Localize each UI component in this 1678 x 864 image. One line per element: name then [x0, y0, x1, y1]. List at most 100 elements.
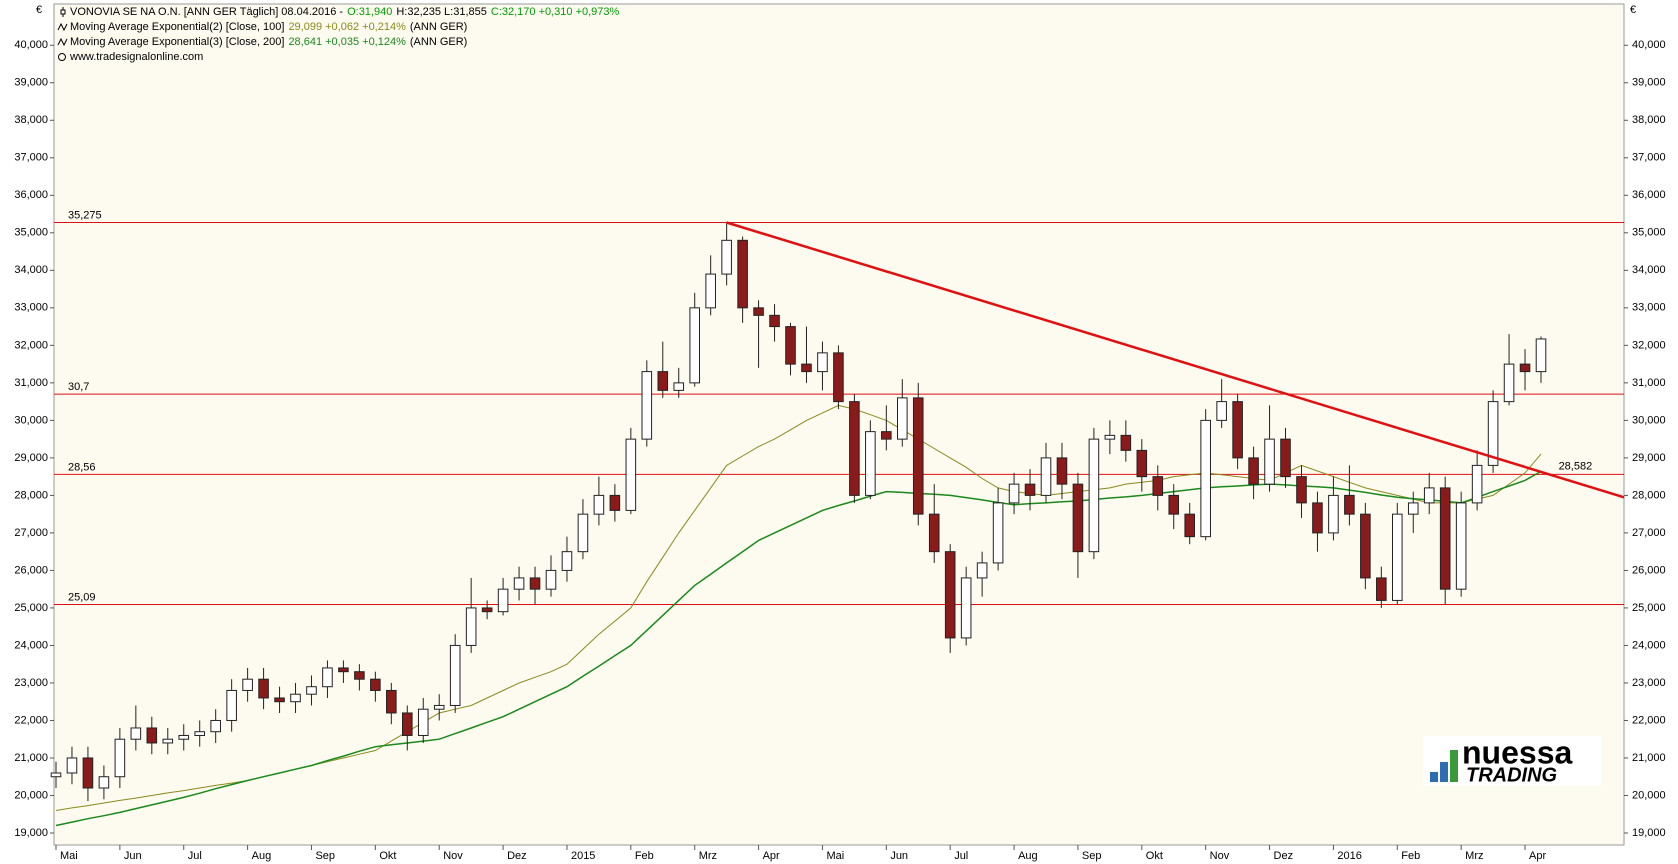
y-tick-label-right: 19,000	[1632, 827, 1666, 839]
candle-body	[433, 704, 445, 710]
candle-body	[178, 734, 190, 740]
candle-body	[1423, 487, 1435, 504]
candle-body	[897, 397, 908, 440]
candle-body	[545, 569, 557, 590]
x-tick-label: Jun	[124, 850, 142, 862]
header-line: VONOVIA SE NA O.N. [ANN GER Täglich] 08.…	[70, 6, 620, 18]
y-tick-label-right: 36,000	[1632, 189, 1666, 201]
y-tick-label-right: 40,000	[1632, 39, 1666, 51]
candle-body	[1248, 457, 1259, 485]
candle-body	[226, 689, 237, 721]
candle-body	[673, 382, 685, 391]
y-tick-label: 29,000	[14, 452, 48, 464]
currency-left: €	[36, 4, 42, 16]
candle-body	[82, 757, 94, 789]
candle-body	[194, 731, 206, 736]
x-tick-label: 2015	[571, 850, 595, 862]
x-tick-label: Sep	[1082, 850, 1102, 862]
candle-body	[146, 727, 158, 744]
y-tick-label-right: 30,000	[1632, 414, 1666, 426]
x-tick-label: Dez	[1274, 850, 1294, 862]
moving-average-line	[55, 470, 1542, 827]
x-tick-label: Okt	[1146, 850, 1163, 862]
source-label: www.tradesignalonline.com	[69, 51, 203, 63]
candle-body	[785, 326, 796, 365]
candle-body	[881, 431, 892, 440]
logo-bar	[1430, 772, 1438, 782]
y-tick-label-right: 27,000	[1632, 527, 1666, 539]
x-tick-label: Jul	[954, 850, 968, 862]
level-label: 25,09	[68, 591, 96, 603]
y-tick-label-right: 23,000	[1632, 677, 1666, 689]
level-label: 30,7	[68, 381, 89, 393]
candle-body	[769, 314, 780, 328]
candle-body	[1088, 438, 1100, 553]
candle-body	[976, 562, 988, 579]
x-tick-label: Feb	[635, 850, 654, 862]
legend-name: Moving Average Exponential(3) [Close, 20…	[70, 36, 284, 48]
candle-body	[417, 708, 429, 736]
quote: O:31,940	[347, 6, 392, 18]
y-tick-label: 38,000	[14, 114, 48, 126]
candle-body	[322, 667, 333, 688]
candle-body	[1487, 401, 1499, 466]
candle-body	[370, 678, 381, 691]
quote: H:32,235 L:31,855	[396, 6, 487, 18]
candle-body	[98, 776, 110, 789]
x-tick-label: Sep	[315, 850, 335, 862]
y-tick-label: 35,000	[14, 227, 48, 239]
candle-body	[1328, 494, 1339, 534]
x-tick-label: Jun	[890, 850, 908, 862]
x-tick-label: Okt	[379, 850, 396, 862]
candle-body	[753, 307, 764, 316]
candle-body	[1471, 464, 1483, 504]
logo-bar	[1440, 762, 1448, 782]
candle-body	[849, 401, 860, 496]
candle-body	[513, 577, 525, 590]
icon	[60, 9, 66, 15]
candle-body	[1535, 338, 1547, 373]
x-tick-label: Aug	[1018, 850, 1038, 862]
y-tick-label-right: 29,000	[1632, 452, 1666, 464]
candle-body	[66, 757, 78, 774]
candle-body	[912, 397, 924, 515]
candle-body	[274, 697, 285, 703]
candle-body	[338, 667, 349, 673]
icon	[57, 22, 68, 32]
candle-body	[833, 352, 844, 403]
x-tick-label: Mrz	[1465, 850, 1483, 862]
candle-body	[1503, 363, 1515, 403]
candle-body	[290, 693, 301, 703]
x-tick-label: Mai	[826, 850, 844, 862]
y-tick-label-right: 37,000	[1632, 152, 1666, 164]
y-tick-label: 33,000	[14, 302, 48, 314]
y-tick-label-right: 22,000	[1632, 714, 1666, 726]
candle-body	[689, 307, 701, 384]
y-tick-label-right: 35,000	[1632, 227, 1666, 239]
x-tick-label: 2016	[1337, 850, 1361, 862]
candle-body	[1392, 513, 1403, 601]
legend-entry: Moving Average Exponential(2) [Close, 10…	[70, 21, 467, 33]
y-tick-label: 27,000	[14, 527, 48, 539]
y-tick-label-right: 21,000	[1632, 752, 1666, 764]
candle-body	[258, 678, 269, 699]
candle-body	[705, 273, 716, 309]
x-tick-label: Mai	[60, 850, 78, 862]
trend-line	[726, 221, 1625, 499]
level-label: 28,56	[68, 461, 96, 473]
candle-body	[1232, 401, 1243, 459]
candle-body	[1008, 483, 1020, 504]
x-tick-label: Jul	[188, 850, 202, 862]
y-tick-label: 26,000	[14, 564, 48, 576]
y-tick-label: 34,000	[14, 264, 48, 276]
y-tick-label: 31,000	[14, 377, 48, 389]
y-tick-label: 24,000	[14, 639, 48, 651]
candle-body	[481, 607, 493, 613]
candle-body	[1312, 502, 1323, 534]
candle-body	[609, 494, 621, 511]
x-tick-label: Mrz	[699, 850, 717, 862]
legend-value: 28,641 +0,035 +0,124%	[288, 36, 406, 48]
candle-body	[1455, 502, 1467, 590]
candle-body	[721, 239, 732, 275]
candle-body	[242, 678, 253, 691]
